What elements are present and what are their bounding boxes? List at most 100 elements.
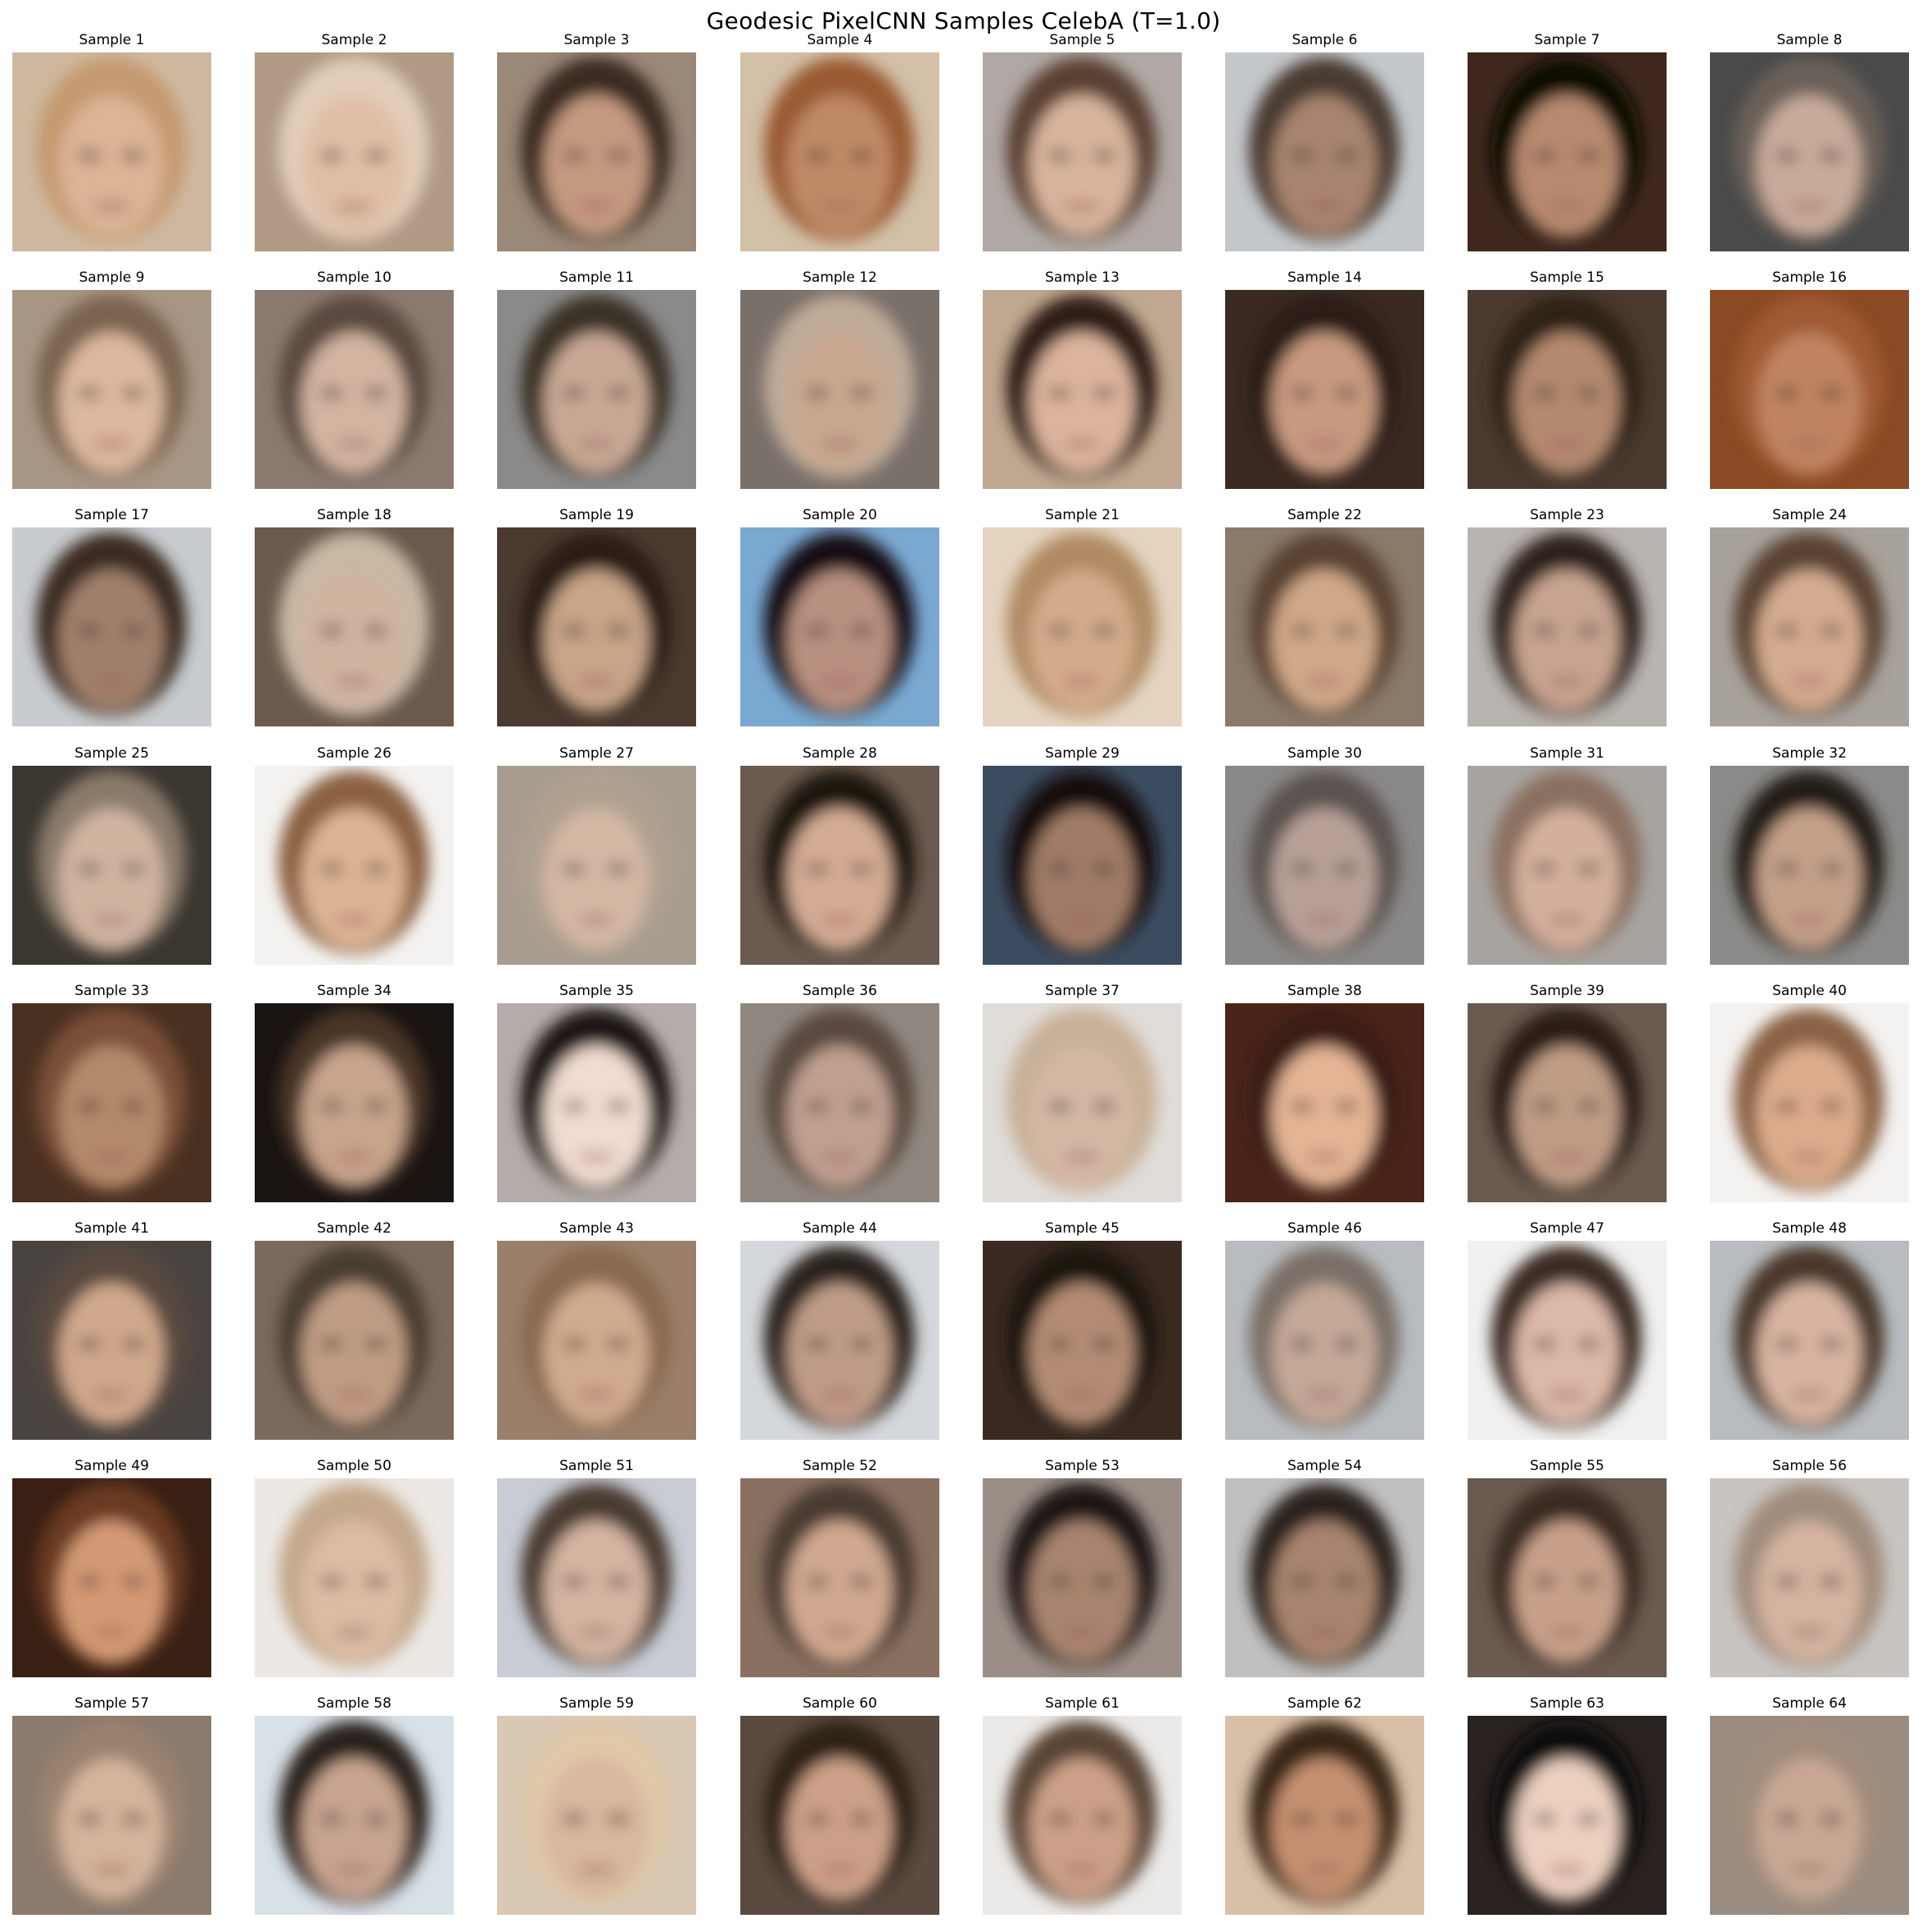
- eye-region: [78, 625, 101, 636]
- mouth-region: [1062, 676, 1101, 687]
- mouth-region: [1789, 438, 1829, 450]
- face-region: [1514, 1283, 1619, 1424]
- eye-region: [1775, 150, 1798, 161]
- mouth-region: [1062, 438, 1101, 450]
- eye-region: [364, 1338, 387, 1350]
- sample-label: Sample 55: [1530, 1458, 1604, 1474]
- sample-tile: Sample 30: [1225, 741, 1424, 965]
- face-region: [1514, 95, 1619, 236]
- sample-tile: Sample 55: [1468, 1454, 1667, 1677]
- eye-region: [607, 1576, 630, 1587]
- mouth-region: [1305, 201, 1344, 212]
- eye-region: [122, 863, 145, 875]
- sample-tile: Sample 54: [1225, 1454, 1424, 1677]
- sample-label: Sample 37: [1045, 983, 1120, 999]
- face-sample-image: [1710, 52, 1909, 251]
- face-region: [1757, 95, 1861, 236]
- sample-tile: Sample 37: [983, 979, 1182, 1202]
- eye-region: [364, 863, 387, 875]
- sample-image: [983, 1716, 1182, 1915]
- sample-image: [740, 1003, 939, 1202]
- eye-region: [607, 1338, 630, 1350]
- mouth-region: [1547, 1152, 1586, 1163]
- face-region: [1272, 1521, 1377, 1662]
- sample-tile: Sample 3: [497, 28, 696, 251]
- sample-tile: Sample 51: [497, 1454, 696, 1677]
- sample-tile: Sample 19: [497, 503, 696, 726]
- eye-region: [1577, 1338, 1600, 1350]
- mouth-region: [577, 438, 616, 450]
- sample-tile: Sample 62: [1225, 1691, 1424, 1915]
- face-region: [1514, 333, 1619, 473]
- mouth-region: [92, 676, 131, 687]
- eye-region: [320, 625, 343, 636]
- face-sample-image: [497, 52, 696, 251]
- sample-tile: Sample 23: [1468, 503, 1667, 726]
- face-region: [301, 1283, 406, 1424]
- sample-tile: Sample 21: [983, 503, 1182, 726]
- face-sample-image: [1710, 1478, 1909, 1677]
- face-region: [1757, 1758, 1861, 1899]
- face-region: [1757, 333, 1861, 473]
- sample-image: [497, 52, 696, 251]
- sample-label: Sample 54: [1287, 1458, 1362, 1474]
- face-sample-image: [1710, 1241, 1909, 1440]
- eye-region: [1533, 863, 1556, 875]
- face-region: [301, 1521, 406, 1662]
- sample-tile: Sample 46: [1225, 1216, 1424, 1440]
- mouth-region: [1305, 1152, 1344, 1163]
- face-region: [301, 808, 406, 949]
- eye-region: [850, 1813, 873, 1825]
- sample-grid: Sample 1 Sample 2 Sample 3 Sample 4 Sample 5…: [12, 28, 1920, 1920]
- sample-label: Sample 40: [1772, 983, 1847, 999]
- sample-image: [497, 766, 696, 965]
- face-sample-image: [1225, 1478, 1424, 1677]
- face-sample-image: [12, 52, 211, 251]
- eye-region: [1820, 1813, 1843, 1825]
- sample-image: [497, 1716, 696, 1915]
- eye-region: [563, 1101, 586, 1112]
- sample-image: [1468, 1716, 1667, 1915]
- sample-image: [1710, 1478, 1909, 1677]
- mouth-region: [1062, 1389, 1101, 1400]
- sample-tile: Sample 16: [1710, 265, 1909, 489]
- face-region: [301, 1046, 406, 1187]
- sample-tile: Sample 14: [1225, 265, 1424, 489]
- sample-tile: Sample 31: [1468, 741, 1667, 965]
- face-region: [1029, 570, 1134, 711]
- face-region: [544, 1521, 649, 1662]
- mouth-region: [1062, 1864, 1101, 1875]
- sample-image: [255, 1241, 454, 1440]
- sample-label: Sample 21: [1045, 507, 1120, 523]
- mouth-region: [1062, 201, 1101, 212]
- mouth-region: [92, 1152, 131, 1163]
- eye-region: [1092, 1576, 1115, 1587]
- eye-region: [1092, 1101, 1115, 1112]
- mouth-region: [577, 201, 616, 212]
- eye-region: [1335, 1576, 1358, 1587]
- sample-label: Sample 22: [1287, 507, 1362, 523]
- sample-tile: Sample 13: [983, 265, 1182, 489]
- eye-region: [320, 387, 343, 399]
- sample-label: Sample 10: [317, 269, 391, 286]
- eye-region: [1577, 1101, 1600, 1112]
- face-sample-image: [1225, 1241, 1424, 1440]
- face-region: [787, 95, 892, 236]
- sample-label: Sample 25: [75, 745, 149, 762]
- face-sample-image: [1468, 1241, 1667, 1440]
- sample-label: Sample 47: [1530, 1220, 1604, 1237]
- eye-region: [1775, 863, 1798, 875]
- face-region: [787, 1521, 892, 1662]
- sample-image: [255, 527, 454, 726]
- eye-region: [78, 150, 101, 161]
- eye-region: [563, 1813, 586, 1825]
- sample-image: [1710, 1716, 1909, 1915]
- eye-region: [78, 387, 101, 399]
- sample-label: Sample 19: [559, 507, 634, 523]
- sample-label: Sample 59: [559, 1695, 634, 1712]
- sample-label: Sample 26: [317, 745, 391, 762]
- eye-region: [850, 863, 873, 875]
- sample-label: Sample 18: [317, 507, 391, 523]
- mouth-region: [577, 1389, 616, 1400]
- sample-tile: Sample 33: [12, 979, 211, 1202]
